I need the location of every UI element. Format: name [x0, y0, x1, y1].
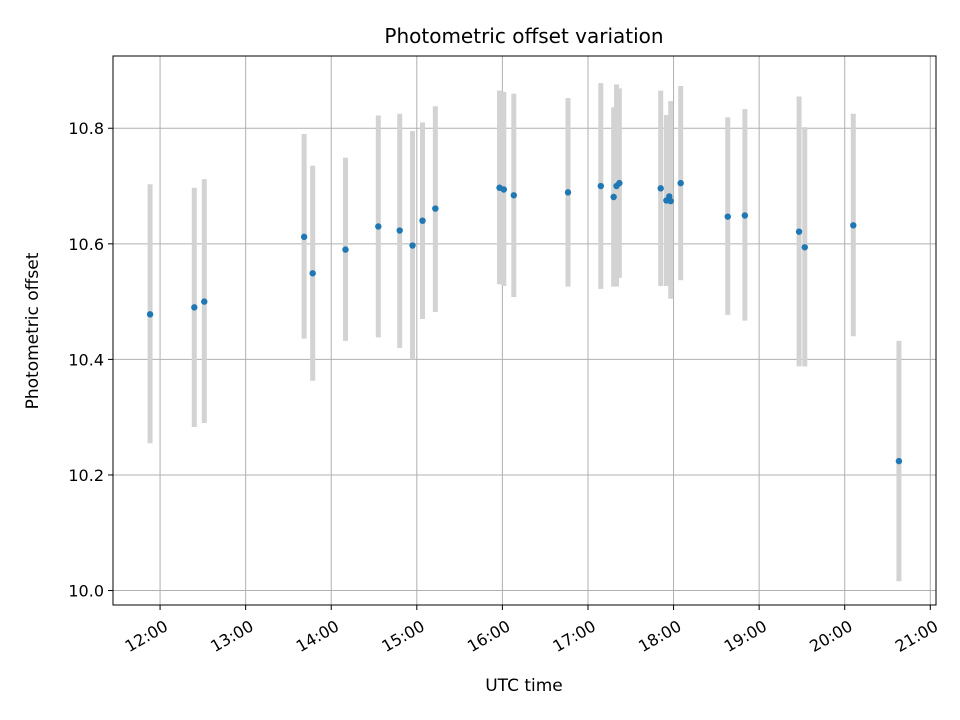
y-axis-title: Photometric offset: [23, 252, 43, 409]
data-point: [657, 185, 664, 192]
data-point: [510, 192, 518, 199]
data-point: [850, 222, 857, 229]
axes-frame: [112, 55, 937, 606]
data-point: [500, 186, 508, 193]
data-point: [610, 193, 617, 201]
data-point: [432, 205, 439, 212]
y-axis-ticks: 10.0 10.2 10.4 10.6 10.8: [68, 119, 113, 601]
data-point: [895, 457, 903, 465]
y-tick-label: 10.0: [68, 582, 104, 601]
data-point: [677, 179, 684, 187]
data-point: [597, 182, 605, 190]
data-point: [201, 298, 208, 305]
point-layer: [146, 179, 903, 465]
data-point: [795, 228, 803, 235]
data-point: [191, 304, 198, 311]
y-tick-label: 10.2: [68, 466, 104, 485]
data-point: [309, 270, 316, 277]
data-point: [342, 246, 349, 253]
data-point: [666, 193, 673, 200]
data-point: [300, 233, 308, 241]
data-point: [146, 311, 154, 318]
data-point: [419, 217, 426, 224]
data-point: [616, 179, 623, 187]
x-axis-title: UTC time: [485, 676, 563, 696]
y-tick-label: 10.8: [68, 119, 104, 138]
data-point: [724, 213, 731, 220]
data-point: [409, 242, 416, 249]
data-point: [801, 244, 808, 251]
data-point: [741, 212, 749, 219]
data-point: [396, 227, 403, 234]
chart-title: Photometric offset variation: [384, 24, 663, 48]
y-tick-label: 10.4: [68, 350, 104, 369]
data-point: [375, 223, 382, 230]
y-tick-label: 10.6: [68, 235, 104, 254]
data-point: [564, 189, 572, 196]
